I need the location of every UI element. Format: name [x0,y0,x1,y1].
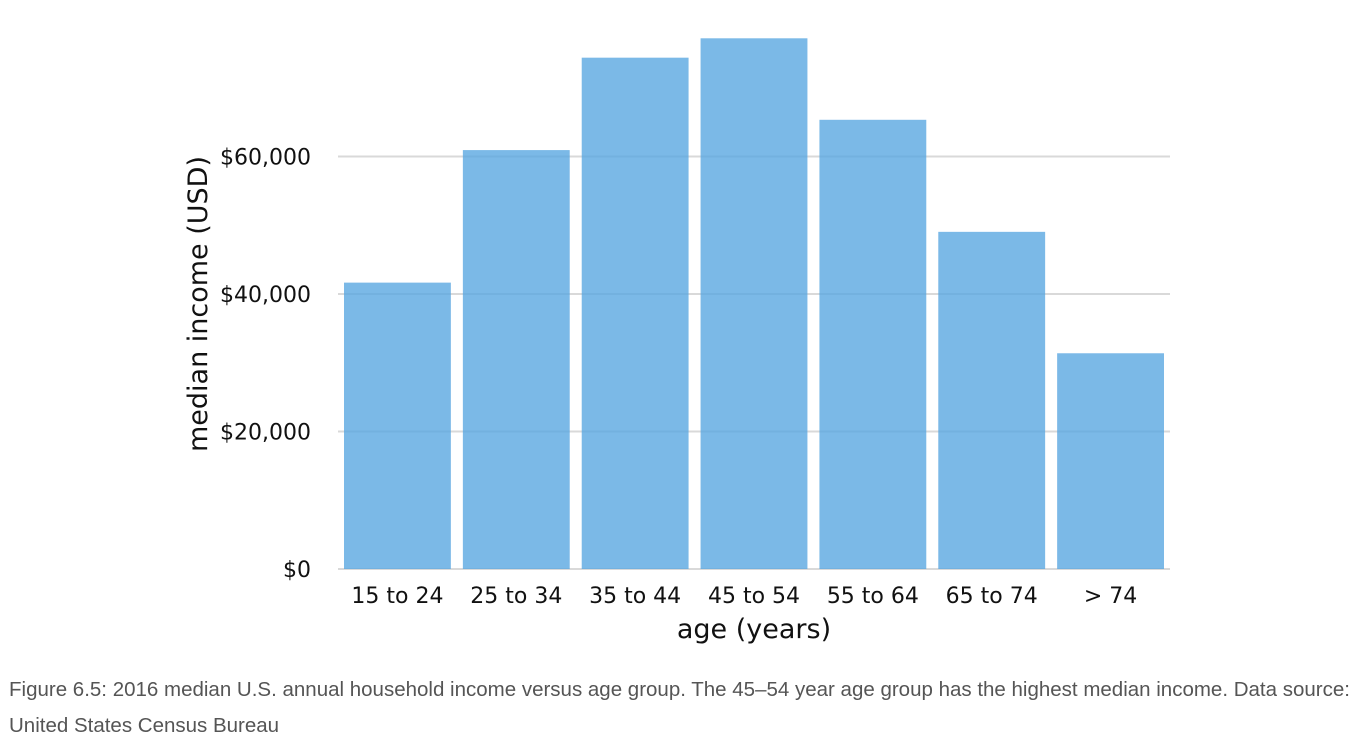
bar [700,38,808,569]
figure-caption: Figure 6.5: 2016 median U.S. annual hous… [9,678,1350,737]
bars [344,38,1164,569]
x-axis-ticks: 15 to 24 25 to 34 35 to 44 45 to 54 55 to 64… [351,584,1137,609]
y-tick-label: $60,000 [220,146,311,171]
bar [462,150,570,569]
x-tick-label: 65 to 74 [946,584,1038,609]
y-tick-label: $0 [283,558,311,583]
x-tick-label: 55 to 64 [827,584,919,609]
bar [581,57,689,569]
x-tick-label: 15 to 24 [351,584,443,609]
bar [819,119,927,569]
x-tick-label: 35 to 44 [589,584,681,609]
x-tick-label: 25 to 34 [470,584,562,609]
x-axis-title: age (years) [677,614,831,645]
bar-chart: $0 $20,000 $40,000 $60,000 15 to 24 25 to 34… [183,38,1170,645]
bar [1057,353,1164,569]
x-tick-label: 45 to 54 [708,584,800,609]
y-axis-ticks: $0 $20,000 $40,000 $60,000 [220,146,311,584]
y-axis-title: median income (USD) [183,156,214,452]
bar [344,282,451,569]
y-tick-label: $20,000 [220,421,311,446]
x-tick-label: > 74 [1084,584,1137,609]
y-tick-label: $40,000 [220,283,311,308]
bar [938,231,1046,569]
